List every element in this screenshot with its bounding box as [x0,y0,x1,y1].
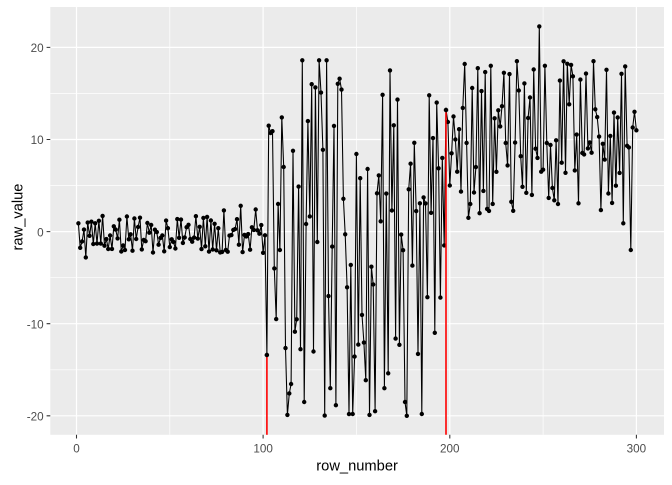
svg-text:0: 0 [37,226,44,239]
svg-text:300: 300 [627,443,647,456]
svg-text:0: 0 [73,443,80,456]
svg-text:raw_value: raw_value [11,184,27,251]
svg-text:-20: -20 [27,411,44,424]
svg-text:20: 20 [31,42,45,55]
svg-text:10: 10 [31,134,45,147]
svg-text:-10: -10 [27,318,44,331]
svg-text:200: 200 [440,443,460,456]
svg-text:row_number: row_number [316,459,398,475]
svg-text:100: 100 [253,443,273,456]
